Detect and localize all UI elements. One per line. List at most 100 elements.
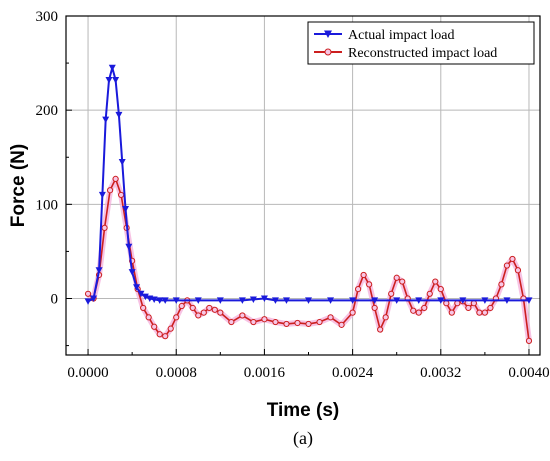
data-point (525, 297, 533, 304)
data-point (327, 314, 334, 321)
data-point (437, 297, 445, 304)
data-point (498, 281, 505, 288)
data-point (371, 304, 378, 312)
data-point (122, 206, 130, 213)
data-point (410, 307, 417, 314)
x-tick-label: 0.0000 (67, 365, 108, 381)
data-point (382, 314, 389, 321)
legend-marker (324, 30, 332, 38)
x-tick-label: 0.0016 (244, 365, 286, 381)
data-point (250, 318, 257, 326)
data-point (106, 187, 114, 194)
data-point (90, 295, 98, 302)
x-tick-label: 0.0032 (420, 365, 461, 381)
data-point (238, 297, 246, 304)
data-point (282, 297, 290, 304)
x-tick-label: 0.0008 (156, 365, 197, 381)
data-point (261, 316, 268, 323)
data-point (115, 111, 123, 119)
data-point (118, 191, 125, 199)
y-tick-label: 300 (36, 9, 59, 25)
series-reconstructed-impact-load (84, 175, 533, 344)
x-axis-title: Time (s) (267, 400, 340, 421)
data-point (194, 297, 202, 304)
data-point (503, 262, 511, 269)
data-point (189, 304, 196, 312)
data-point (327, 297, 335, 304)
data-point (360, 271, 367, 279)
data-point (371, 297, 379, 304)
data-point (366, 281, 373, 288)
data-point (151, 323, 158, 330)
data-point (283, 320, 290, 328)
data-point (437, 285, 444, 293)
data-point (172, 297, 180, 304)
data-point (239, 312, 246, 319)
series-actual-impact-load (84, 64, 533, 305)
data-point (125, 243, 133, 251)
x-tick-label: 0.0024 (332, 365, 374, 381)
legend-label: Reconstructed impact load (348, 46, 497, 61)
data-point (349, 297, 357, 304)
data-point (145, 314, 152, 321)
data-point (509, 255, 516, 263)
y-tick-label: 0 (51, 292, 59, 308)
data-point (112, 175, 119, 183)
data-point (476, 309, 483, 316)
data-point (316, 318, 323, 326)
data-point (173, 314, 180, 321)
data-point (481, 297, 489, 304)
data-point (102, 116, 110, 124)
data-point (195, 312, 202, 319)
data-point (249, 296, 257, 303)
data-point (84, 290, 92, 297)
data-point (305, 320, 312, 328)
data-point (95, 267, 103, 274)
data-point (228, 318, 235, 326)
data-point (415, 297, 423, 304)
data-point (426, 290, 433, 297)
data-point (200, 309, 207, 316)
data-point (481, 309, 488, 316)
data-point (525, 337, 533, 344)
data-point (98, 191, 106, 199)
data-point (377, 326, 384, 333)
data-point (260, 295, 268, 302)
legend-marker (324, 48, 332, 56)
data-point (448, 309, 455, 316)
data-point (443, 300, 450, 307)
data-point (216, 297, 224, 304)
data-point (294, 319, 301, 327)
data-point (514, 267, 522, 274)
data-point (399, 278, 406, 285)
data-point (393, 297, 401, 304)
legend: Actual impact load Reconstructed impact l… (307, 21, 535, 65)
data-point (432, 278, 439, 285)
data-point (272, 318, 279, 326)
data-point (108, 64, 116, 72)
series-layer (84, 64, 533, 344)
data-point (465, 304, 472, 312)
data-point (470, 300, 477, 307)
data-point (167, 325, 174, 332)
legend-box (307, 21, 535, 65)
y-axis-title: Force (N) (8, 144, 29, 227)
y-tick-label: 100 (36, 197, 59, 213)
x-tick-label: 0.0040 (508, 365, 549, 381)
data-point (118, 158, 126, 166)
data-point (112, 77, 120, 84)
data-point (141, 293, 149, 301)
data-point (105, 77, 113, 84)
series-line (87, 178, 530, 341)
data-point (128, 269, 136, 276)
data-point (211, 306, 218, 313)
data-point (487, 304, 494, 312)
data-point (161, 297, 169, 304)
data-point (137, 290, 145, 298)
data-point (271, 297, 279, 304)
series-line (87, 66, 529, 303)
data-point (388, 290, 395, 297)
data-point (150, 296, 158, 303)
data-point (206, 304, 213, 312)
